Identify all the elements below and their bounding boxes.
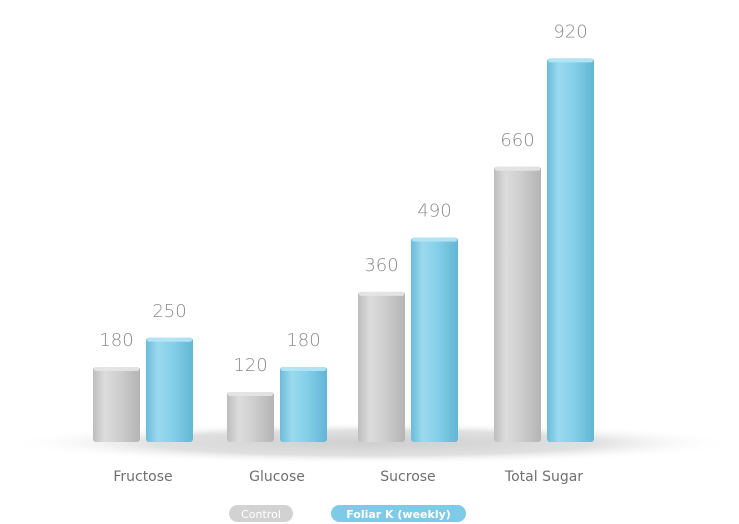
bar-control-glucose [227, 391, 274, 442]
bar-rim-foliar-sucrose [412, 237, 457, 242]
legend-foliar-k[interactable]: Foliar K (weekly) [331, 505, 466, 522]
bar-foliar-total-sugar [547, 58, 594, 443]
bar-rim-control-fructose [94, 366, 139, 371]
bar-foliar-sucrose [411, 237, 458, 442]
bar-foliar-glucose [280, 366, 327, 442]
data-label-control-sucrose: 360 [364, 255, 398, 276]
legend-control[interactable]: Control [229, 505, 293, 522]
category-label-sucrose: Sucrose [380, 469, 435, 485]
bar-rim-foliar-glucose [281, 366, 326, 371]
bar-control-total-sugar [494, 166, 541, 442]
bar-rim-foliar-fructose [147, 337, 192, 342]
bar-rim-control-sucrose [359, 291, 404, 296]
chart-canvas: 180 250 Fructose 120 180 Glucose 360 490 Sucrose… [6, 21, 739, 485]
data-label-foliar-sucrose: 490 [417, 201, 451, 222]
bar-control-sucrose [358, 291, 405, 442]
data-label-foliar-total-sugar: 920 [553, 21, 587, 42]
data-label-foliar-glucose: 180 [286, 330, 320, 351]
data-label-control-glucose: 120 [233, 355, 267, 376]
data-label-foliar-fructose: 250 [152, 301, 186, 322]
bar-rim-foliar-total-sugar [548, 58, 593, 63]
category-label-glucose: Glucose [249, 469, 305, 485]
bar-rim-control-glucose [228, 391, 273, 396]
category-label-fructose: Fructose [113, 469, 172, 485]
bar-control-fructose [93, 366, 140, 442]
legend: Control Foliar K (weekly) [0, 505, 739, 522]
data-label-control-fructose: 180 [99, 330, 133, 351]
category-label-total-sugar: Total Sugar [504, 469, 583, 485]
bar-foliar-fructose [146, 337, 193, 442]
bar-rim-control-total-sugar [495, 166, 540, 171]
data-label-control-total-sugar: 660 [500, 130, 534, 151]
